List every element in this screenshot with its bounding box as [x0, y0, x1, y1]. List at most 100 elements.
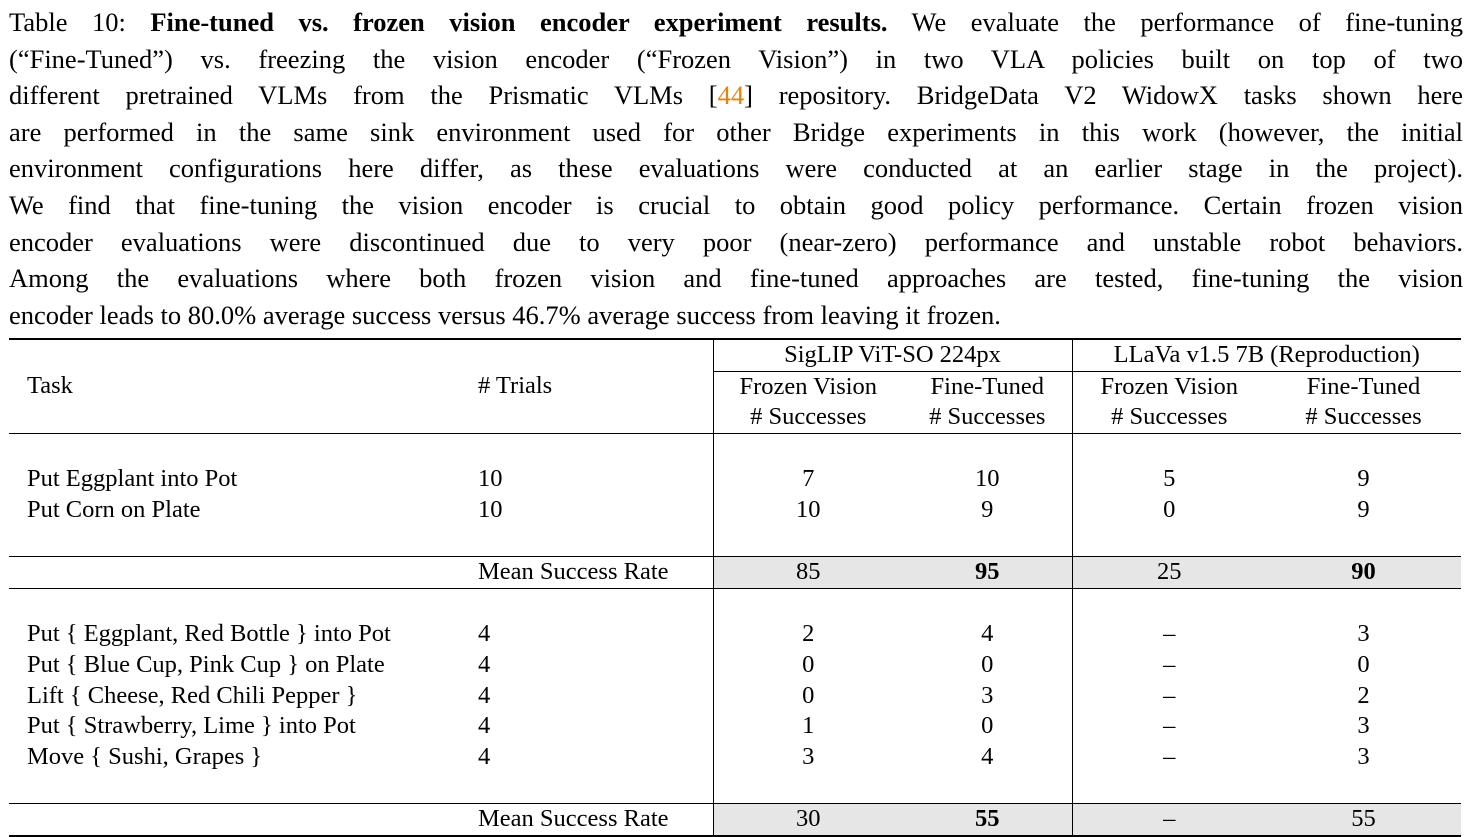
table-cell: 10: [478, 495, 503, 523]
header-row-successes: # Successes # Successes # Successes # Su…: [9, 402, 1461, 434]
table-cell: 4: [478, 712, 491, 740]
citation-link[interactable]: 44: [717, 80, 745, 111]
header-model-llava: LLaVa v1.5 7B (Reproduction): [1071, 339, 1461, 372]
table-cell: [1071, 525, 1266, 557]
table-cell: Put { Eggplant, Red Bottle } into Pot: [27, 620, 391, 648]
table-cell: 0: [1071, 494, 1266, 526]
mean-label: Mean Success Rate: [478, 804, 669, 832]
caption-line: encoder leads to 80.0% average success v…: [9, 299, 1001, 330]
table-cell: Put Eggplant into Pot: [27, 465, 238, 493]
table-cell: 4: [478, 681, 491, 709]
caption-line: Among the evaluations where both frozen …: [9, 263, 1463, 294]
table-cell: 3: [981, 681, 994, 709]
table-cell: [1266, 772, 1461, 803]
table-cell: 10: [975, 465, 1000, 493]
table-cell: [1266, 526, 1461, 557]
table-cell: [712, 588, 903, 620]
header-row-method: Frozen Vision Fine-Tuned Frozen Vision F…: [9, 371, 1461, 403]
table-cell: –: [1071, 680, 1266, 712]
header-task: Task: [27, 372, 73, 400]
header-successes: # Successes: [1305, 403, 1422, 431]
table-cell: [1071, 588, 1266, 620]
table-cell: 95: [903, 556, 1072, 589]
table-cell: 4: [478, 650, 491, 678]
table-cell: [9, 772, 472, 803]
table-cell: 3: [1357, 620, 1370, 648]
table-cell: 55: [903, 803, 1072, 836]
table-cell: [9, 433, 472, 464]
table-cell: 2: [712, 619, 903, 650]
table-cell: [9, 803, 472, 835]
table-cell: 90: [1266, 556, 1461, 589]
table-cell: 55: [1266, 803, 1461, 836]
table-cell: [1071, 433, 1266, 465]
table-cell: 3: [1357, 742, 1370, 770]
header-successes: # Successes: [929, 403, 1046, 431]
table-cell: 10: [478, 465, 503, 493]
table-cell: 4: [981, 742, 994, 770]
header-row-models: Task # Trials SigLIP ViT-SO 224px LLaVa …: [9, 339, 1461, 399]
mean-row: Mean Success Rate 85 95 25 90: [9, 556, 1461, 589]
caption-line: environment configurations here differ, …: [9, 153, 1463, 184]
table-cell: [472, 772, 713, 803]
table-cell: [903, 526, 1072, 557]
table-row: Lift { Cheese, Red Chili Pepper } 4 0 3 …: [9, 680, 1461, 712]
table-cell: 0: [1357, 650, 1370, 678]
header-model-siglip: SigLIP ViT-SO 224px: [712, 339, 1072, 372]
table-row: Move { Sushi, Grapes } 4 3 4 – 3: [9, 741, 1461, 773]
table-cell: [472, 526, 713, 557]
mean-row: Mean Success Rate 30 55 – 55: [9, 803, 1461, 836]
table-cell: –: [1071, 619, 1266, 650]
table-cell: 3: [1357, 712, 1370, 740]
table-cell: 0: [981, 650, 994, 678]
table-row: Put Corn on Plate 10 10 9 0 9: [9, 494, 1461, 526]
table-cell: [712, 433, 903, 465]
table-cell: [9, 557, 472, 589]
table-cell: [9, 526, 472, 557]
table-row: Put { Strawberry, Lime } into Pot 4 1 0 …: [9, 711, 1461, 742]
table-cell: 0: [712, 649, 903, 681]
header-successes: # Successes: [712, 402, 903, 434]
table-caption: Table 10: Fine-tuned vs. frozen vision e…: [9, 4, 1463, 333]
table-cell: [712, 525, 903, 557]
table-cell: 0: [712, 680, 903, 712]
table-row: Put Eggplant into Pot 10 7 10 5 9: [9, 464, 1461, 495]
table-cell: 4: [478, 620, 491, 648]
caption-line: (“Fine-Tuned”) vs. freezing the vision e…: [9, 43, 1463, 74]
caption-line: different pretrained VLMs from the Prism…: [9, 80, 1463, 111]
header-tuned: Fine-Tuned: [930, 372, 1044, 400]
table-cell: [712, 772, 903, 804]
table-cell: 9: [981, 495, 994, 523]
table-cell: [903, 772, 1072, 803]
table-row: Put { Eggplant, Red Bottle } into Pot 4 …: [9, 619, 1461, 650]
table-cell: Put { Strawberry, Lime } into Pot: [27, 712, 356, 740]
table-cell: 9: [1357, 495, 1370, 523]
table-cell: 10: [712, 494, 903, 526]
caption-line: encoder evaluations were discontinued du…: [9, 226, 1463, 257]
header-trials: # Trials: [478, 372, 553, 400]
table-cell: –: [1071, 741, 1266, 773]
results-table: Task # Trials SigLIP ViT-SO 224px LLaVa …: [9, 338, 1461, 837]
header-frozen: Frozen Vision: [1071, 371, 1266, 403]
table-cell: 25: [1071, 556, 1266, 589]
table-cell: [1266, 588, 1461, 619]
header-frozen: Frozen Vision: [712, 371, 903, 403]
table-cell: 7: [712, 464, 903, 495]
table-cell: [903, 588, 1072, 619]
table-cell: 5: [1071, 464, 1266, 495]
caption-title: Fine-tuned vs. frozen vision encoder exp…: [150, 7, 888, 37]
table-cell: [903, 433, 1072, 464]
table-cell: [472, 433, 713, 464]
caption-line: Table 10: Fine-tuned vs. frozen vision e…: [9, 7, 1463, 37]
table-cell: [472, 588, 713, 619]
table-cell: –: [1071, 711, 1266, 742]
header-tuned: Fine-Tuned: [1306, 372, 1421, 400]
table-cell: Put Corn on Plate: [27, 495, 201, 523]
table-cell: Move { Sushi, Grapes }: [27, 742, 263, 770]
header-successes: # Successes: [1071, 402, 1266, 434]
table-cell: 9: [1357, 465, 1370, 493]
table-cell: 1: [712, 711, 903, 742]
table-cell: 2: [1357, 681, 1370, 709]
caption-line: We find that fine-tuning the vision enco…: [9, 189, 1463, 220]
table-cell: 4: [478, 742, 491, 770]
